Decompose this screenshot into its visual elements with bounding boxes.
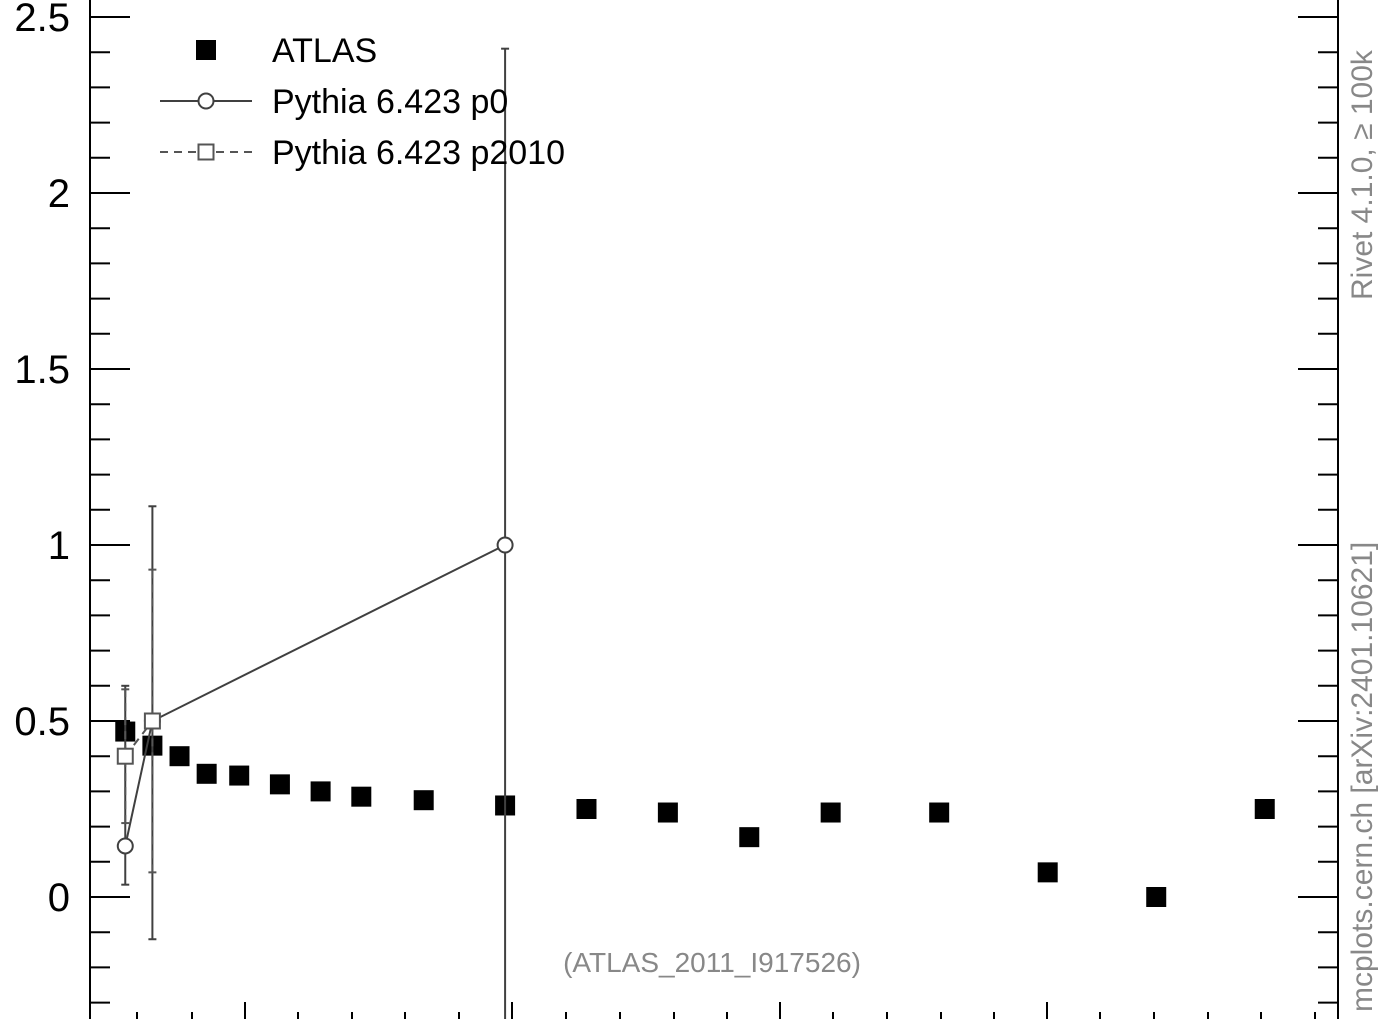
data-point	[496, 536, 514, 554]
legend-label: Pythia 6.423 p0	[272, 83, 508, 121]
data-point	[1254, 799, 1275, 819]
y-tick-label: 2.5	[14, 0, 70, 40]
legend-marker	[197, 92, 215, 110]
data-point	[116, 747, 134, 765]
data-point	[739, 827, 760, 848]
data-point	[310, 781, 331, 802]
y-tick-label: 2	[48, 172, 70, 216]
data-point	[116, 837, 134, 855]
data-point	[929, 802, 950, 823]
y-axis-ticks: 0 0.5 1 1.5 2 2.5	[14, 0, 1338, 1004]
data-point	[196, 763, 217, 784]
legend: ATLAS Pythia 6.423 p0 Pythia 6.423 p2010	[160, 32, 565, 172]
data-point	[351, 786, 372, 807]
series-2	[116, 568, 161, 874]
data-point	[1037, 862, 1058, 883]
series-1	[116, 47, 514, 1019]
legend-label: ATLAS	[272, 32, 377, 70]
x-axis-ticks	[136, 1002, 1316, 1019]
data-point	[143, 712, 161, 730]
y-tick-label: 1	[48, 524, 70, 568]
data-point	[169, 746, 190, 767]
data-point	[576, 799, 597, 819]
series-0	[115, 721, 1275, 907]
data-point	[229, 765, 250, 786]
mcplots-label: mcplots.cern.ch [arXiv:2401.10621]	[1346, 542, 1379, 1012]
y-tick-label: 0.5	[14, 700, 70, 744]
legend-marker	[197, 143, 215, 161]
analysis-annotation: (ATLAS_2011_I917526)	[563, 947, 861, 978]
legend-label: Pythia 6.423 p2010	[272, 134, 565, 172]
data-series	[115, 47, 1275, 1019]
y-tick-label: 0	[48, 876, 70, 920]
data-point	[413, 790, 434, 811]
rivet-label: Rivet 4.1.0, ≥ 100k	[1346, 49, 1379, 300]
y-tick-label: 1.5	[14, 348, 70, 392]
data-point	[820, 802, 841, 823]
data-point	[269, 774, 290, 795]
data-point	[657, 802, 678, 823]
data-point	[1146, 887, 1167, 907]
legend-marker	[196, 40, 216, 60]
